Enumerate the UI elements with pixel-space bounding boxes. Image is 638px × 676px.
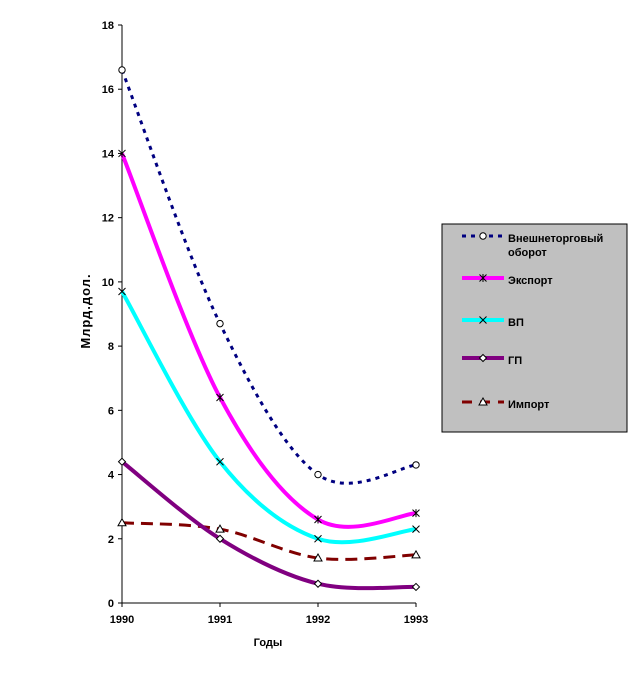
legend-label-экспорт: Экспорт <box>508 275 553 287</box>
data-point-вп <box>412 525 420 533</box>
series-lines <box>120 69 417 591</box>
series-line-внешнеторговый-оборот <box>120 69 417 485</box>
data-point-импорт <box>117 517 127 527</box>
y-ticks: 0 2 4 6 8 10 12 14 16 18 <box>102 20 122 610</box>
legend-marker-гп <box>478 353 488 363</box>
series-markers <box>117 66 421 592</box>
data-point-импорт <box>411 549 421 559</box>
data-point-импорт <box>313 553 323 562</box>
series-line-вп <box>120 290 417 545</box>
y-tick-label: 0 <box>108 598 114 610</box>
y-tick-label: 16 <box>102 84 114 96</box>
x-tick-label: 1992 <box>306 614 330 626</box>
data-point-экспорт <box>314 515 322 524</box>
legend-box <box>441 223 628 433</box>
x-tick-label: 1993 <box>404 614 428 626</box>
y-axis-title: Млрд.дол. <box>78 273 93 348</box>
data-point-вп <box>216 457 224 466</box>
legend: Внешнеторговый оборот Экспорт ВП ГП Импорт <box>441 223 628 433</box>
data-point-внешнеторговый-оборот <box>118 66 126 74</box>
x-axis-title: Годы <box>254 637 283 649</box>
y-tick-label: 10 <box>102 277 114 289</box>
data-point-гп <box>117 457 127 466</box>
series-line-импорт <box>121 521 417 561</box>
y-tick-label: 2 <box>108 534 114 546</box>
series-line-гп <box>120 460 417 591</box>
legend-marker-импорт <box>478 396 488 406</box>
axes <box>121 25 416 604</box>
data-point-экспорт <box>118 149 126 158</box>
legend-label-гп: ГП <box>508 355 522 367</box>
x-tick-label: 1990 <box>110 614 134 626</box>
data-point-гп <box>411 582 421 592</box>
data-point-внешнеторговый-оборот <box>314 470 322 479</box>
y-tick-label: 6 <box>108 405 114 417</box>
data-point-гп <box>215 534 225 543</box>
data-point-внешнеторговый-оборот <box>216 319 224 328</box>
y-tick-label: 8 <box>108 341 114 353</box>
legend-marker-экспорт <box>479 274 487 282</box>
data-point-импорт <box>215 524 225 533</box>
y-tick-label: 18 <box>102 20 114 32</box>
y-tick-label: 12 <box>102 213 114 225</box>
data-point-экспорт <box>216 393 224 402</box>
y-tick-label: 4 <box>108 470 115 482</box>
data-point-внешнеторговый-оборот <box>412 461 420 469</box>
legend-marker-вп <box>479 316 487 324</box>
data-point-гп <box>313 579 323 588</box>
legend-label-внешнеторговый-оборот: Внешнеторговый <box>508 233 603 245</box>
legend-label-внешнеторговый-оборот: оборот <box>508 247 547 259</box>
legend-label-вп: ВП <box>508 317 524 329</box>
y-tick-label: 14 <box>102 148 115 160</box>
x-tick-label: 1991 <box>208 614 232 626</box>
series-line-экспорт <box>120 152 417 529</box>
legend-marker-внешнеторговый-оборот <box>479 232 487 240</box>
x-ticks: 1990 1991 1992 1993 <box>110 603 428 626</box>
legend-label-импорт: Импорт <box>508 399 550 411</box>
data-point-вп <box>118 287 126 296</box>
data-point-вп <box>314 534 322 543</box>
data-point-экспорт <box>412 509 420 518</box>
